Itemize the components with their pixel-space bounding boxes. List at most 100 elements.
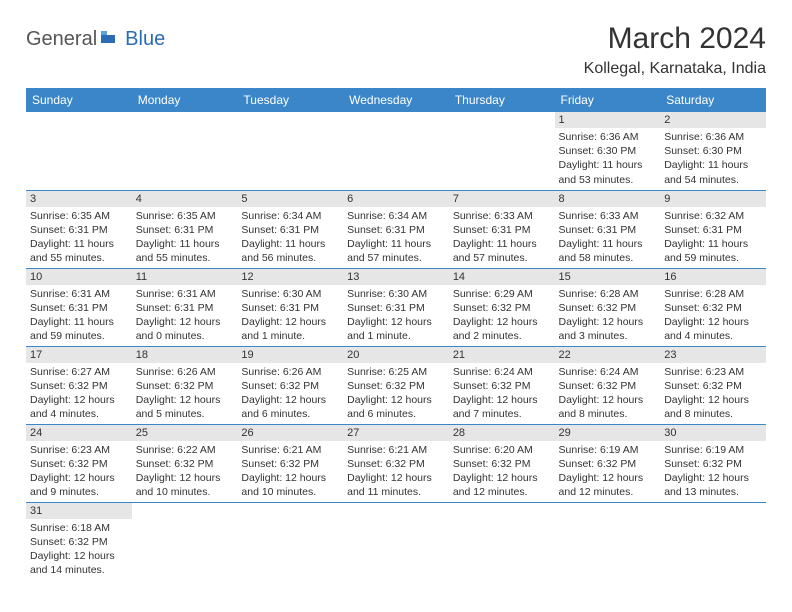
daylight-text: Daylight: 12 hours and 3 minutes.	[559, 315, 657, 343]
sunset-text: Sunset: 6:30 PM	[664, 144, 762, 158]
calendar-cell: 22Sunrise: 6:24 AMSunset: 6:32 PMDayligh…	[555, 346, 661, 424]
calendar-cell	[555, 502, 661, 580]
calendar-cell: 18Sunrise: 6:26 AMSunset: 6:32 PMDayligh…	[132, 346, 238, 424]
calendar-cell	[343, 502, 449, 580]
calendar-cell: 19Sunrise: 6:26 AMSunset: 6:32 PMDayligh…	[237, 346, 343, 424]
day-number	[449, 112, 555, 116]
day-details: Sunrise: 6:21 AMSunset: 6:32 PMDaylight:…	[343, 441, 449, 502]
weekday-header: Wednesday	[343, 88, 449, 112]
sunrise-text: Sunrise: 6:36 AM	[664, 130, 762, 144]
calendar-cell: 3Sunrise: 6:35 AMSunset: 6:31 PMDaylight…	[26, 190, 132, 268]
calendar-week-row: 24Sunrise: 6:23 AMSunset: 6:32 PMDayligh…	[26, 424, 766, 502]
sunrise-text: Sunrise: 6:24 AM	[453, 365, 551, 379]
calendar-week-row: 31Sunrise: 6:18 AMSunset: 6:32 PMDayligh…	[26, 502, 766, 580]
sunrise-text: Sunrise: 6:31 AM	[30, 287, 128, 301]
day-details: Sunrise: 6:23 AMSunset: 6:32 PMDaylight:…	[26, 441, 132, 502]
sunset-text: Sunset: 6:32 PM	[453, 379, 551, 393]
daylight-text: Daylight: 12 hours and 11 minutes.	[347, 471, 445, 499]
day-details: Sunrise: 6:20 AMSunset: 6:32 PMDaylight:…	[449, 441, 555, 502]
weekday-header-row: Sunday Monday Tuesday Wednesday Thursday…	[26, 88, 766, 112]
calendar-cell: 10Sunrise: 6:31 AMSunset: 6:31 PMDayligh…	[26, 268, 132, 346]
sunrise-text: Sunrise: 6:23 AM	[664, 365, 762, 379]
sunrise-text: Sunrise: 6:28 AM	[664, 287, 762, 301]
daylight-text: Daylight: 11 hours and 57 minutes.	[347, 237, 445, 265]
day-number	[555, 503, 661, 507]
daylight-text: Daylight: 12 hours and 14 minutes.	[30, 549, 128, 577]
day-details: Sunrise: 6:26 AMSunset: 6:32 PMDaylight:…	[132, 363, 238, 424]
day-number: 5	[237, 191, 343, 207]
calendar-table: Sunday Monday Tuesday Wednesday Thursday…	[26, 88, 766, 580]
day-number: 29	[555, 425, 661, 441]
daylight-text: Daylight: 12 hours and 13 minutes.	[664, 471, 762, 499]
day-number: 14	[449, 269, 555, 285]
calendar-cell	[26, 112, 132, 190]
calendar-cell: 28Sunrise: 6:20 AMSunset: 6:32 PMDayligh…	[449, 424, 555, 502]
sunset-text: Sunset: 6:31 PM	[30, 223, 128, 237]
daylight-text: Daylight: 12 hours and 12 minutes.	[559, 471, 657, 499]
daylight-text: Daylight: 11 hours and 59 minutes.	[30, 315, 128, 343]
sunrise-text: Sunrise: 6:20 AM	[453, 443, 551, 457]
day-number: 23	[660, 347, 766, 363]
calendar-cell: 5Sunrise: 6:34 AMSunset: 6:31 PMDaylight…	[237, 190, 343, 268]
calendar-cell: 30Sunrise: 6:19 AMSunset: 6:32 PMDayligh…	[660, 424, 766, 502]
sunset-text: Sunset: 6:31 PM	[241, 223, 339, 237]
weekday-header: Sunday	[26, 88, 132, 112]
calendar-cell: 27Sunrise: 6:21 AMSunset: 6:32 PMDayligh…	[343, 424, 449, 502]
day-number: 20	[343, 347, 449, 363]
daylight-text: Daylight: 11 hours and 53 minutes.	[559, 158, 657, 186]
calendar-cell: 7Sunrise: 6:33 AMSunset: 6:31 PMDaylight…	[449, 190, 555, 268]
sunrise-text: Sunrise: 6:30 AM	[347, 287, 445, 301]
sunrise-text: Sunrise: 6:29 AM	[453, 287, 551, 301]
calendar-cell: 2 Sunrise: 6:36 AMSunset: 6:30 PMDaylight…	[660, 112, 766, 190]
sunset-text: Sunset: 6:32 PM	[664, 301, 762, 315]
sunrise-text: Sunrise: 6:23 AM	[30, 443, 128, 457]
calendar-cell: 1Sunrise: 6:36 AMSunset: 6:30 PMDaylight…	[555, 112, 661, 190]
day-number: 10	[26, 269, 132, 285]
weekday-header: Monday	[132, 88, 238, 112]
day-details: Sunrise: 6:33 AMSunset: 6:31 PMDaylight:…	[555, 207, 661, 268]
day-number: 27	[343, 425, 449, 441]
calendar-cell: 17Sunrise: 6:27 AMSunset: 6:32 PMDayligh…	[26, 346, 132, 424]
day-number: 18	[132, 347, 238, 363]
daylight-text: Daylight: 12 hours and 0 minutes.	[136, 315, 234, 343]
calendar-cell: 13Sunrise: 6:30 AMSunset: 6:31 PMDayligh…	[343, 268, 449, 346]
day-details: Sunrise: 6:31 AMSunset: 6:31 PMDaylight:…	[132, 285, 238, 346]
day-details: Sunrise: 6:26 AMSunset: 6:32 PMDaylight:…	[237, 363, 343, 424]
sunrise-text: Sunrise: 6:26 AM	[241, 365, 339, 379]
title-block: March 2024 Kollegal, Karnataka, India	[584, 22, 766, 78]
sunrise-text: Sunrise: 6:22 AM	[136, 443, 234, 457]
sunset-text: Sunset: 6:32 PM	[30, 379, 128, 393]
sunset-text: Sunset: 6:32 PM	[664, 457, 762, 471]
day-details: Sunrise: 6:35 AMSunset: 6:31 PMDaylight:…	[26, 207, 132, 268]
day-details: Sunrise: 6:24 AMSunset: 6:32 PMDaylight:…	[449, 363, 555, 424]
day-number: 2	[660, 112, 766, 128]
sunset-text: Sunset: 6:32 PM	[30, 535, 128, 549]
sunrise-text: Sunrise: 6:21 AM	[241, 443, 339, 457]
daylight-text: Daylight: 12 hours and 9 minutes.	[30, 471, 128, 499]
calendar-cell: 16Sunrise: 6:28 AMSunset: 6:32 PMDayligh…	[660, 268, 766, 346]
day-details: Sunrise: 6:28 AMSunset: 6:32 PMDaylight:…	[660, 285, 766, 346]
sunrise-text: Sunrise: 6:19 AM	[664, 443, 762, 457]
sunrise-text: Sunrise: 6:25 AM	[347, 365, 445, 379]
day-number: 9	[660, 191, 766, 207]
sunrise-text: Sunrise: 6:35 AM	[136, 209, 234, 223]
day-details: Sunrise: 6:36 AMSunset: 6:30 PMDaylight:…	[555, 128, 661, 189]
day-details: Sunrise: 6:30 AMSunset: 6:31 PMDaylight:…	[343, 285, 449, 346]
calendar-cell	[237, 502, 343, 580]
day-details: Sunrise: 6:31 AMSunset: 6:31 PMDaylight:…	[26, 285, 132, 346]
day-number	[343, 112, 449, 116]
daylight-text: Daylight: 12 hours and 10 minutes.	[136, 471, 234, 499]
daylight-text: Daylight: 11 hours and 54 minutes.	[664, 158, 762, 186]
day-details: Sunrise: 6:25 AMSunset: 6:32 PMDaylight:…	[343, 363, 449, 424]
calendar-week-row: 3Sunrise: 6:35 AMSunset: 6:31 PMDaylight…	[26, 190, 766, 268]
logo: General Blue	[26, 28, 165, 51]
sunrise-text: Sunrise: 6:35 AM	[30, 209, 128, 223]
day-number: 26	[237, 425, 343, 441]
daylight-text: Daylight: 12 hours and 8 minutes.	[664, 393, 762, 421]
day-number: 31	[26, 503, 132, 519]
day-details: Sunrise: 6:23 AMSunset: 6:32 PMDaylight:…	[660, 363, 766, 424]
calendar-cell: 8Sunrise: 6:33 AMSunset: 6:31 PMDaylight…	[555, 190, 661, 268]
sunrise-text: Sunrise: 6:26 AM	[136, 365, 234, 379]
calendar-cell: 14Sunrise: 6:29 AMSunset: 6:32 PMDayligh…	[449, 268, 555, 346]
day-number	[132, 503, 238, 507]
